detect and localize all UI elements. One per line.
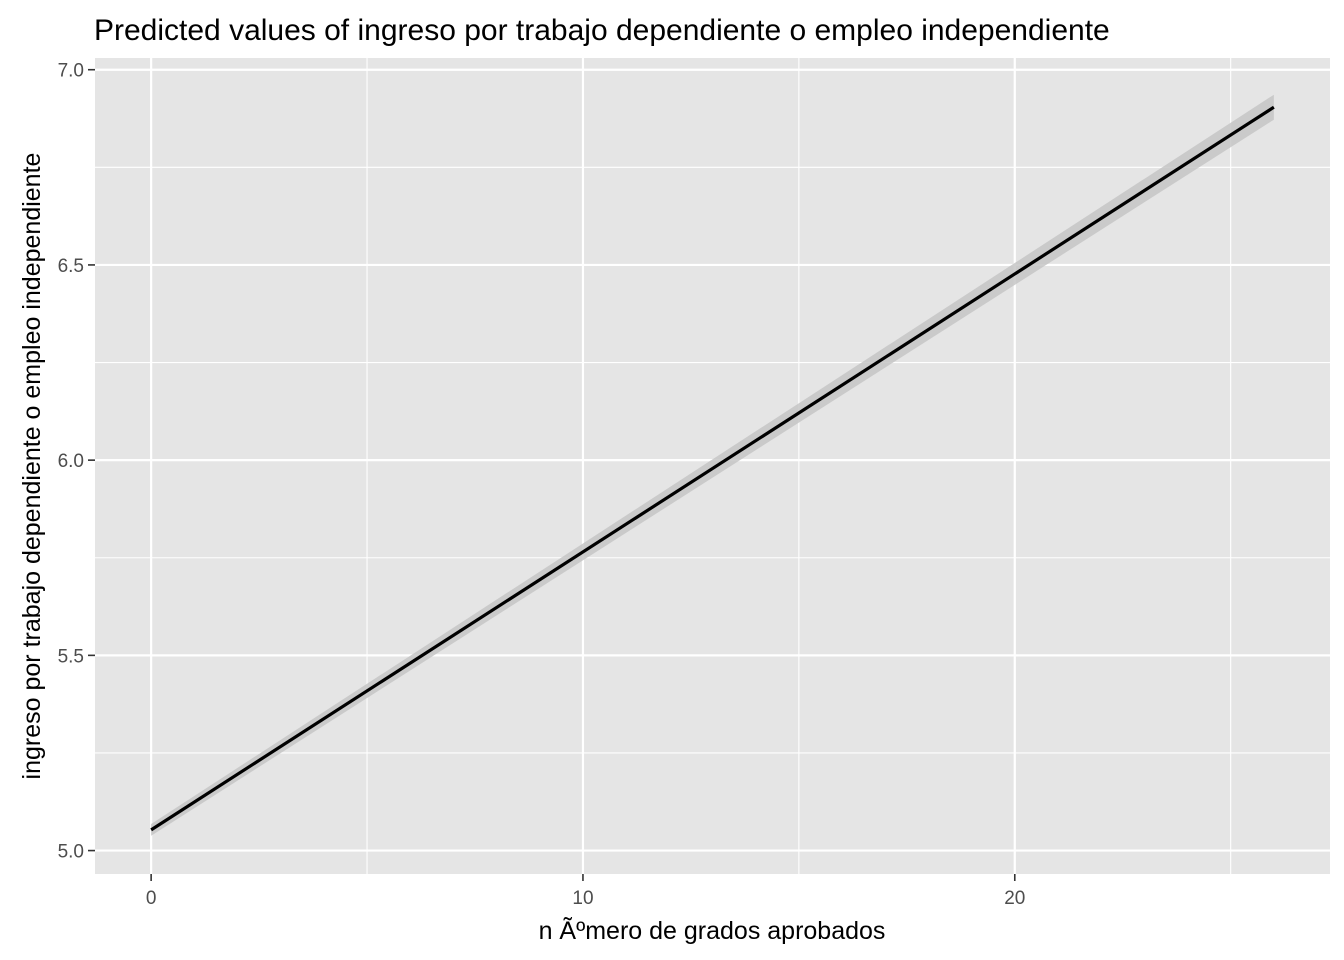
y-tick-label: 6.0: [58, 451, 84, 472]
y-tick-label: 5.5: [58, 646, 84, 667]
y-axis-title: ingreso por trabajo dependiente o empleo…: [18, 153, 46, 780]
chart-title: Predicted values of ingreso por trabajo …: [94, 14, 1110, 47]
x-axis: 0 10 20: [146, 874, 1025, 909]
x-tick-label: 0: [146, 888, 157, 909]
y-tick-label: 5.0: [58, 842, 84, 863]
x-tick-label: 10: [572, 888, 593, 909]
x-tick-label: 20: [1004, 888, 1025, 909]
y-tick-label: 7.0: [58, 61, 84, 82]
y-tick-label: 6.5: [58, 256, 84, 277]
x-axis-title: n Ãºmero de grados aprobados: [539, 916, 886, 945]
series-line-layer: [150, 105, 1275, 832]
y-axis: 5.0 5.5 6.0 6.5 7.0: [58, 61, 95, 863]
minor-gridlines: [95, 58, 1330, 874]
series-line: [150, 105, 1275, 832]
major-gridlines: [95, 58, 1330, 874]
